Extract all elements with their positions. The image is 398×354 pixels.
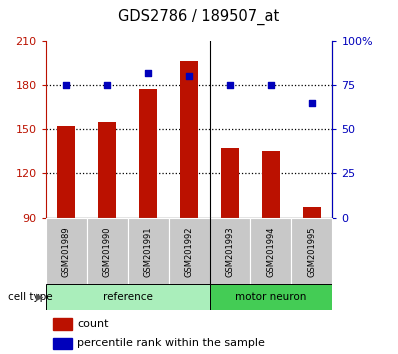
Text: ▶: ▶ [35,292,43,302]
Text: reference: reference [103,292,152,302]
FancyBboxPatch shape [87,218,128,285]
Text: count: count [77,319,109,329]
Text: GSM201991: GSM201991 [144,226,152,276]
Bar [98,122,116,218]
FancyBboxPatch shape [250,218,291,285]
FancyBboxPatch shape [291,218,332,285]
FancyBboxPatch shape [46,284,209,310]
Text: GSM201994: GSM201994 [266,226,275,276]
Bar [302,207,321,218]
Point [268,82,274,88]
Point [227,82,233,88]
FancyBboxPatch shape [46,218,87,285]
Text: GSM201990: GSM201990 [103,226,112,276]
Bar [262,152,280,218]
Point [63,82,69,88]
Text: cell type: cell type [8,292,53,302]
Text: GDS2786 / 189507_at: GDS2786 / 189507_at [118,9,280,25]
Bar [221,148,239,218]
Bar [53,338,72,349]
Point [186,73,192,79]
Point [104,82,110,88]
Bar [180,61,198,218]
Text: GSM201989: GSM201989 [62,226,71,277]
FancyBboxPatch shape [209,218,250,285]
Point [309,100,315,105]
Bar [53,318,72,330]
Text: motor neuron: motor neuron [235,292,306,302]
Text: percentile rank within the sample: percentile rank within the sample [77,338,265,348]
Text: GSM201995: GSM201995 [307,226,316,276]
FancyBboxPatch shape [128,218,169,285]
Text: GSM201992: GSM201992 [185,226,193,276]
Bar [57,126,76,218]
FancyBboxPatch shape [209,284,332,310]
Bar [139,89,157,218]
FancyBboxPatch shape [169,218,209,285]
Point [145,70,151,75]
Text: GSM201993: GSM201993 [226,226,234,277]
